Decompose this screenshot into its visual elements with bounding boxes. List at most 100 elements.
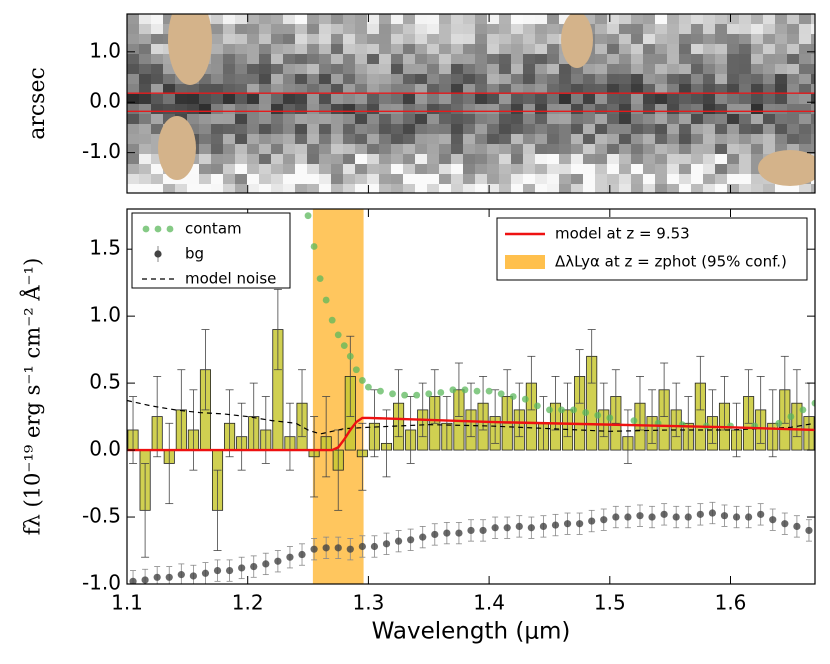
- image-pixel: [439, 114, 451, 124]
- image-pixel: [403, 94, 415, 104]
- image-pixel: [643, 184, 655, 193]
- image-pixel: [667, 74, 679, 84]
- legend-label: ΔλLyα at z = zphot (95% conf.): [555, 253, 787, 271]
- image-pixel: [535, 174, 547, 184]
- legend-marker: [505, 255, 545, 269]
- image-pixel: [655, 14, 667, 24]
- image-pixel: [319, 144, 331, 154]
- image-pixel: [235, 64, 247, 74]
- image-pixel: [319, 184, 331, 193]
- image-pixel: [223, 154, 235, 164]
- image-pixel: [595, 174, 607, 184]
- image-pixel: [451, 24, 463, 34]
- image-pixel: [259, 184, 271, 193]
- image-pixel: [415, 94, 427, 104]
- bg-dot: [262, 560, 270, 568]
- image-pixel: [691, 84, 703, 94]
- image-pixel: [499, 64, 511, 74]
- image-pixel: [127, 184, 139, 193]
- image-pixel: [331, 174, 343, 184]
- image-pixel: [355, 64, 367, 74]
- image-pixel: [163, 54, 175, 64]
- image-pixel: [607, 154, 619, 164]
- image-pixel: [343, 94, 355, 104]
- image-pixel: [367, 74, 379, 84]
- image-pixel: [319, 94, 331, 104]
- spectrum-panel: 1.1 1.2 1.3 1.4 1.5 1.6 -1.0 -0.5 0.0 0.5 1.0 1.5 Wa…: [20, 208, 816, 645]
- image-pixel: [235, 164, 247, 174]
- image-pixel: [415, 144, 427, 154]
- image-pixel: [739, 44, 751, 54]
- bg-dot: [660, 510, 668, 518]
- image-pixel: [643, 34, 655, 44]
- image-pixel: [775, 54, 787, 64]
- contam-dot: [509, 393, 517, 400]
- bg-dot: [238, 564, 246, 572]
- image-pixel: [211, 134, 223, 144]
- image-pixel: [487, 14, 499, 24]
- image-pixel: [415, 174, 427, 184]
- image-pixel: [139, 24, 151, 34]
- image-pixel: [631, 54, 643, 64]
- image-pixel: [355, 124, 367, 134]
- contam-dot: [413, 391, 421, 399]
- image-pixel: [319, 14, 331, 24]
- image-pixel: [463, 104, 475, 114]
- image-pixel: [715, 174, 727, 184]
- image-pixel: [523, 114, 535, 124]
- image-pixel: [415, 104, 427, 114]
- x-tick-label: 1.4: [473, 591, 505, 615]
- image-pixel: [163, 184, 175, 193]
- image-pixel: [655, 34, 667, 44]
- image-pixel: [787, 84, 799, 94]
- flux-error-bar: [322, 396, 331, 478]
- image-pixel: [475, 154, 487, 164]
- image-pixel: [631, 24, 643, 34]
- flux-error-bar: [418, 382, 427, 438]
- contam-dot: [461, 386, 469, 394]
- image-pixel: [715, 84, 727, 94]
- contam-dot: [799, 406, 807, 414]
- image-pixel: [523, 24, 535, 34]
- image-pixel: [727, 104, 739, 114]
- image-pixel: [127, 34, 139, 44]
- image-pixel: [391, 74, 403, 84]
- image-pixel: [463, 34, 475, 44]
- bg-dot: [576, 520, 584, 528]
- image-pixel: [787, 144, 799, 154]
- bg-dot: [443, 529, 451, 537]
- flux-error-bar: [153, 376, 162, 458]
- image-pixel: [619, 94, 631, 104]
- legend-marker: [142, 225, 150, 233]
- image-pixel: [511, 14, 523, 24]
- bg-dot: [479, 526, 487, 535]
- image-pixel: [271, 154, 283, 164]
- flux-error-bar: [285, 402, 294, 471]
- image-pixel: [391, 44, 403, 54]
- image-pixel: [223, 74, 235, 84]
- image-pixel: [583, 84, 595, 94]
- image-pixel: [475, 84, 487, 94]
- image-pixel: [643, 94, 655, 104]
- image-pixel: [511, 84, 523, 94]
- image-pixel: [739, 14, 751, 24]
- image-pixel: [619, 44, 631, 54]
- image-pixel: [583, 134, 595, 144]
- image-pixel: [499, 114, 511, 124]
- contam-dot: [775, 419, 783, 427]
- image-pixel: [127, 64, 139, 74]
- image-pixel: [727, 144, 739, 154]
- image-pixel: [583, 114, 595, 124]
- image-pixel: [127, 94, 139, 104]
- image-pixel: [247, 124, 259, 134]
- image-pixel: [739, 174, 751, 184]
- image-pixel: [655, 174, 667, 184]
- image-pixel: [283, 54, 295, 64]
- image-pixel: [811, 34, 815, 44]
- image-pixel: [607, 144, 619, 154]
- image-pixel: [595, 184, 607, 193]
- legend-label: bg: [185, 245, 204, 263]
- bg-point: [624, 505, 632, 529]
- image-pixel: [511, 184, 523, 193]
- y-tick-label: -1.0: [82, 139, 121, 163]
